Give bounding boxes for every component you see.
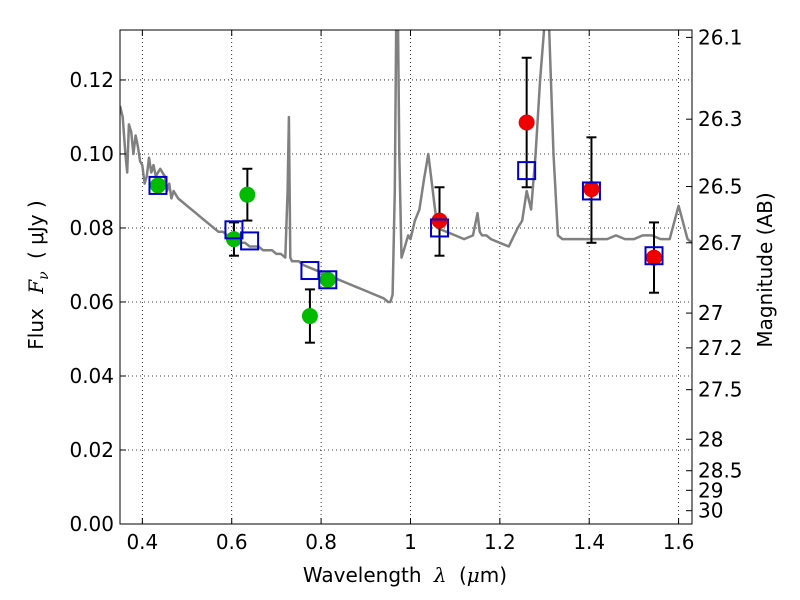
y-axis-label: Flux Fν ( μJy ) [24, 200, 53, 349]
y-tick-label: 0.12 [69, 68, 114, 92]
x-tick-label: 0.6 [216, 530, 248, 554]
x-tick-label: 1.2 [484, 530, 516, 554]
x-tick-label: 0.8 [305, 530, 337, 554]
data-point [239, 186, 256, 203]
model-point [430, 218, 450, 238]
model-point [224, 220, 244, 240]
y-tick-label: 0.04 [69, 364, 114, 388]
y2-tick-label: 26.7 [698, 231, 743, 255]
data-point [301, 308, 318, 325]
y-axis-label-text: Flux [24, 308, 48, 350]
y-tick-label: 0.10 [69, 142, 114, 166]
y2-tick-label: 30 [698, 499, 723, 523]
x-axis-label-text: Wavelength [303, 563, 422, 587]
x-tick-label: 1.4 [573, 530, 605, 554]
model-point [517, 161, 537, 181]
y2-tick-label: 26.3 [698, 107, 743, 131]
y2-tick-label: 27 [698, 301, 723, 325]
x-tick-label: 1.6 [663, 530, 695, 554]
y-axis-label-symbol: F [24, 279, 48, 295]
data-point [149, 177, 166, 194]
x-axis-label-unit-rest: m) [480, 563, 507, 587]
x-tick-label: 1 [404, 530, 417, 554]
model-sed [120, 30, 692, 304]
y-tick-label: 0.08 [69, 216, 114, 240]
x-axis-label: Wavelength λ (μm) [303, 563, 507, 587]
y-tick-label: 0.02 [69, 438, 114, 462]
x-axis-label-unit-open: ( [459, 563, 467, 587]
model-point [644, 246, 664, 266]
model-point [148, 175, 168, 195]
model-point [240, 231, 260, 251]
data-point [319, 271, 336, 288]
model-point [318, 270, 338, 290]
y2-tick-label: 28 [698, 427, 723, 451]
y2-tick-label: 28.5 [698, 459, 743, 483]
plot-frame [119, 29, 693, 525]
y-axis-label-symbol-sub: ν [36, 271, 52, 280]
y2-tick-label: 27.2 [698, 336, 743, 360]
x-tick-label: 0.4 [126, 530, 158, 554]
data-point [431, 212, 448, 229]
y2-tick-label: 29 [698, 478, 723, 502]
y2-tick-label: 26.1 [698, 25, 743, 49]
y-tick-label: 0.00 [69, 512, 114, 536]
x-axis-label-unit-mu: μ [467, 563, 480, 587]
model-sed-line [120, 30, 692, 304]
y2-tick-label: 26.5 [698, 175, 743, 199]
x-axis-label-symbol: λ [433, 563, 447, 587]
y-axis-label-unit: ( μJy ) [24, 200, 48, 259]
data-point [583, 181, 600, 198]
y2-tick-label: 27.5 [698, 378, 743, 402]
y-tick-label: 0.06 [69, 290, 114, 314]
grid [120, 30, 692, 525]
axis-ticks: 0.4 0.6 0.8 1 1.2 1.4 1.6 0.00 0.02 0.04 0.06 0.08 0… [69, 25, 742, 554]
data-point [518, 114, 535, 131]
data-markers [148, 56, 664, 344]
model-point [581, 181, 601, 201]
y2-axis-label: Magnitude (AB) [753, 192, 777, 347]
data-point [646, 249, 663, 266]
